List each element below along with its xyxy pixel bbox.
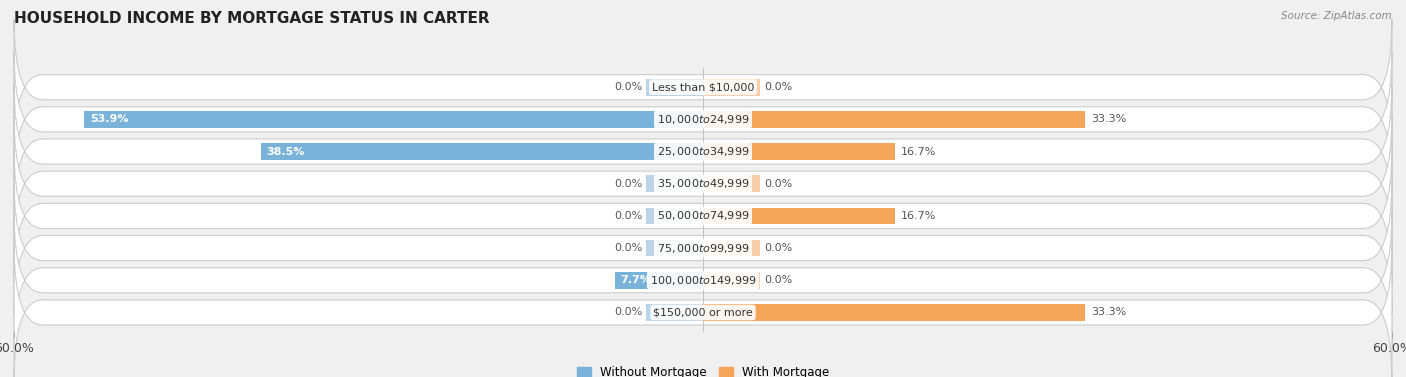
Text: 38.5%: 38.5% [267,147,305,156]
Bar [703,143,894,160]
FancyBboxPatch shape [14,19,1392,155]
Text: 0.0%: 0.0% [614,243,643,253]
Text: 16.7%: 16.7% [900,147,936,156]
Legend: Without Mortgage, With Mortgage: Without Mortgage, With Mortgage [572,362,834,377]
FancyBboxPatch shape [14,51,1392,187]
Text: 0.0%: 0.0% [614,82,643,92]
FancyBboxPatch shape [14,245,1392,377]
Text: 33.3%: 33.3% [1091,114,1126,124]
Text: 16.7%: 16.7% [900,211,936,221]
Text: 0.0%: 0.0% [763,243,792,253]
Bar [645,304,703,321]
Text: 0.0%: 0.0% [763,179,792,189]
Bar [645,175,703,192]
Text: $10,000 to $24,999: $10,000 to $24,999 [657,113,749,126]
Bar [645,79,703,95]
Text: HOUSEHOLD INCOME BY MORTGAGE STATUS IN CARTER: HOUSEHOLD INCOME BY MORTGAGE STATUS IN C… [14,11,489,26]
FancyBboxPatch shape [14,180,1392,316]
Text: 0.0%: 0.0% [614,179,643,189]
Text: $75,000 to $99,999: $75,000 to $99,999 [657,242,749,254]
Bar [84,111,703,128]
Text: 7.7%: 7.7% [620,275,651,285]
Bar [703,272,761,289]
Text: Less than $10,000: Less than $10,000 [652,82,754,92]
Text: $35,000 to $49,999: $35,000 to $49,999 [657,177,749,190]
Bar [703,79,761,95]
Text: $25,000 to $34,999: $25,000 to $34,999 [657,145,749,158]
FancyBboxPatch shape [14,212,1392,348]
Text: 33.3%: 33.3% [1091,308,1126,317]
Text: 0.0%: 0.0% [614,211,643,221]
Text: 0.0%: 0.0% [763,82,792,92]
Text: 53.9%: 53.9% [90,114,128,124]
Text: $150,000 or more: $150,000 or more [654,308,752,317]
Bar [645,240,703,256]
Text: $100,000 to $149,999: $100,000 to $149,999 [650,274,756,287]
Bar [703,207,894,224]
Bar [645,207,703,224]
Bar [703,304,1085,321]
Text: 0.0%: 0.0% [763,275,792,285]
Bar [614,272,703,289]
Bar [703,111,1085,128]
Bar [703,175,761,192]
Bar [262,143,703,160]
Text: $50,000 to $74,999: $50,000 to $74,999 [657,209,749,222]
FancyBboxPatch shape [14,148,1392,284]
FancyBboxPatch shape [14,116,1392,251]
Bar [703,240,761,256]
FancyBboxPatch shape [14,84,1392,219]
Text: Source: ZipAtlas.com: Source: ZipAtlas.com [1281,11,1392,21]
Text: 0.0%: 0.0% [614,308,643,317]
